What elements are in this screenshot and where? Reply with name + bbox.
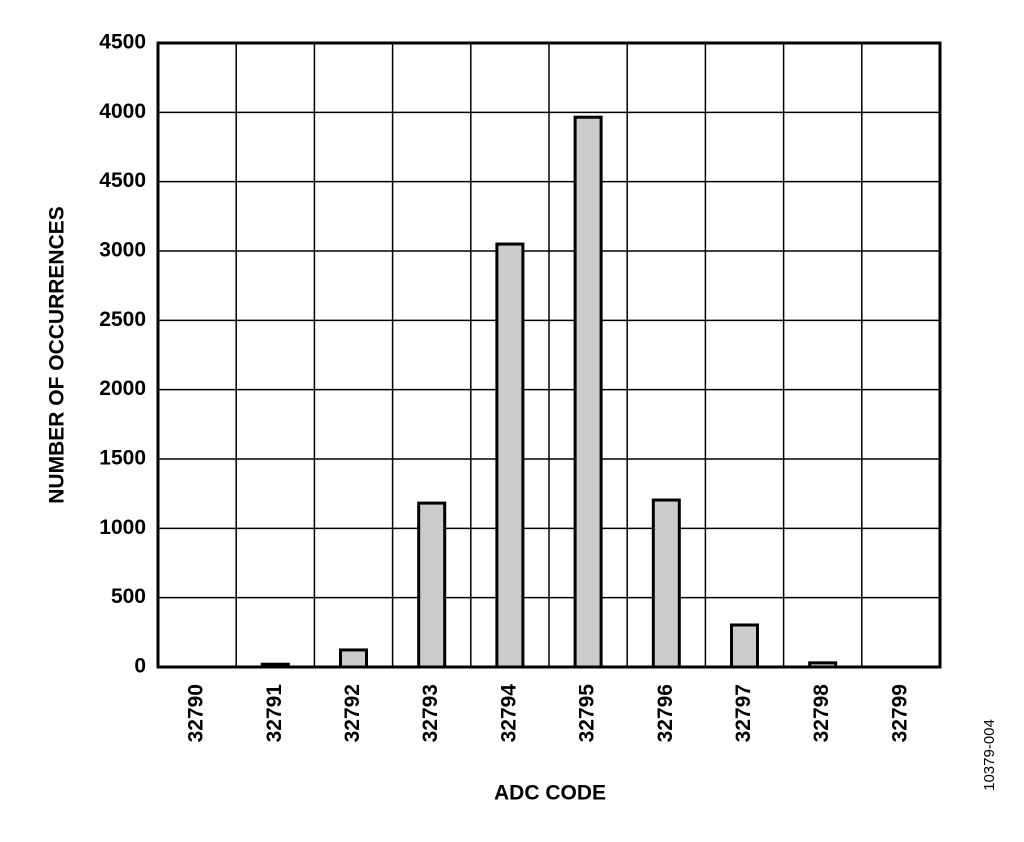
x-axis-label: ADC CODE	[494, 782, 606, 805]
x-tick-label: 32797	[732, 684, 755, 742]
x-tick-label: 32796	[654, 684, 677, 742]
y-tick-label: 1500	[99, 447, 146, 470]
x-tick-label: 32791	[263, 684, 286, 743]
x-tick-label: 32798	[810, 684, 833, 743]
y-tick-label: 2000	[99, 377, 146, 400]
y-tick-label: 3000	[99, 239, 146, 262]
plot-frame	[156, 41, 942, 669]
y-tick-label: 2500	[99, 308, 146, 331]
y-tick-label: 4500	[99, 31, 146, 54]
y-axis-label: NUMBER OF OCCURRENCES	[46, 206, 69, 504]
y-tick-label: 4500	[99, 169, 146, 192]
y-tick-label: 500	[111, 585, 146, 608]
bar	[651, 498, 681, 669]
x-tick-label: 32799	[888, 684, 911, 742]
y-tick-label: 0	[134, 655, 146, 678]
bar	[495, 242, 525, 669]
y-tick-label: 1000	[99, 516, 146, 539]
x-tick-label: 32792	[341, 684, 364, 742]
y-tick-label: 4000	[99, 100, 146, 123]
x-tick-label: 32795	[576, 684, 599, 743]
figure-id: 10379-004	[981, 719, 998, 791]
x-tick-label: 32794	[497, 684, 520, 743]
bar	[417, 501, 447, 669]
bar	[573, 115, 603, 669]
x-tick-label: 32793	[419, 684, 442, 742]
x-tick-label: 32790	[185, 684, 208, 742]
bar	[730, 623, 759, 669]
bar	[339, 648, 368, 669]
